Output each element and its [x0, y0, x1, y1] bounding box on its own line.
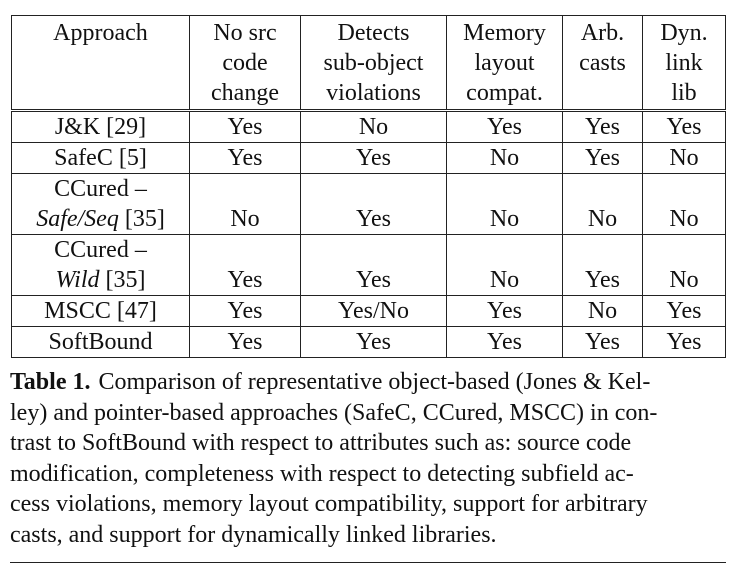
- cell-no-src-code-change: Yes: [189, 295, 301, 327]
- cell-detects-sub-object: Yes: [300, 173, 447, 235]
- cell-approach: CCured – Wild [35]: [11, 234, 190, 296]
- cell-dyn-link-lib: Yes: [642, 326, 726, 358]
- cell-approach: MSCC [47]: [11, 295, 190, 327]
- cell-arb-casts: Yes: [562, 110, 643, 143]
- header-dyn-link-lib: Dyn. link lib: [642, 15, 726, 111]
- section-divider: [10, 562, 726, 563]
- cell-arb-casts: Yes: [562, 234, 643, 296]
- cell-dyn-link-lib: No: [642, 173, 726, 235]
- cell-approach: SoftBound: [11, 326, 190, 358]
- cell-memory-layout: No: [446, 234, 563, 296]
- table-row: J&K [29] Yes No Yes Yes Yes: [11, 110, 726, 143]
- cell-approach: CCured – Safe/Seq [35]: [11, 173, 190, 235]
- header-approach: Approach: [11, 15, 190, 111]
- cell-arb-casts: No: [562, 295, 643, 327]
- table-row: CCured – Safe/Seq [35] No Yes No No No: [11, 173, 726, 235]
- cell-no-src-code-change: No: [189, 173, 301, 235]
- table-row: MSCC [47] Yes Yes/No Yes No Yes: [11, 295, 726, 327]
- table-row: CCured – Wild [35] Yes Yes No Yes No: [11, 234, 726, 296]
- caption-line: cess violations, memory layout compatibi…: [10, 491, 648, 517]
- header-no-src-code-change: No src code change: [189, 15, 301, 111]
- cell-approach: SafeC [5]: [11, 142, 190, 174]
- cell-arb-casts: Yes: [562, 142, 643, 174]
- caption-line: Comparison of representative object-base…: [98, 369, 651, 395]
- cell-no-src-code-change: Yes: [189, 234, 301, 296]
- table-caption: Table 1. Comparison of representative obj…: [10, 367, 726, 550]
- cell-approach: J&K [29]: [11, 110, 190, 143]
- cell-no-src-code-change: Yes: [189, 110, 301, 143]
- cell-memory-layout: Yes: [446, 110, 563, 143]
- header-memory-layout-compat: Memory layout compat.: [446, 15, 563, 111]
- header-detects-sub-object-violations: Detects sub-object violations: [300, 15, 447, 111]
- comparison-table: Approach No src code change Detects sub-…: [11, 15, 726, 358]
- cell-dyn-link-lib: No: [642, 142, 726, 174]
- table-row-highlight: SoftBound Yes Yes Yes Yes Yes: [11, 326, 726, 358]
- cell-detects-sub-object: Yes: [300, 142, 447, 174]
- caption-line: casts, and support for dynamically linke…: [10, 521, 497, 548]
- cell-detects-sub-object: Yes: [300, 326, 447, 358]
- cell-arb-casts: No: [562, 173, 643, 235]
- caption-line: modification, completeness with respect …: [10, 460, 634, 487]
- table-row: SafeC [5] Yes Yes No Yes No: [11, 142, 726, 174]
- cell-memory-layout: Yes: [446, 326, 563, 358]
- caption-line: trast to SoftBound with respect to attri…: [10, 430, 632, 456]
- caption-line: ley) and pointer-based approaches (SafeC…: [10, 399, 658, 426]
- cell-dyn-link-lib: No: [642, 234, 726, 296]
- cell-detects-sub-object: No: [300, 110, 447, 143]
- table-header-row: Approach No src code change Detects sub-…: [11, 15, 726, 111]
- cell-memory-layout: No: [446, 173, 563, 235]
- cell-arb-casts: Yes: [562, 326, 643, 358]
- cell-detects-sub-object: Yes/No: [300, 295, 447, 327]
- cell-dyn-link-lib: Yes: [642, 295, 726, 327]
- header-arb-casts: Arb. casts: [562, 15, 643, 111]
- cell-detects-sub-object: Yes: [300, 234, 447, 296]
- caption-label: Table 1.: [10, 369, 91, 395]
- cell-no-src-code-change: Yes: [189, 142, 301, 174]
- cell-memory-layout: No: [446, 142, 563, 174]
- cell-memory-layout: Yes: [446, 295, 563, 327]
- cell-no-src-code-change: Yes: [189, 326, 301, 358]
- cell-dyn-link-lib: Yes: [642, 110, 726, 143]
